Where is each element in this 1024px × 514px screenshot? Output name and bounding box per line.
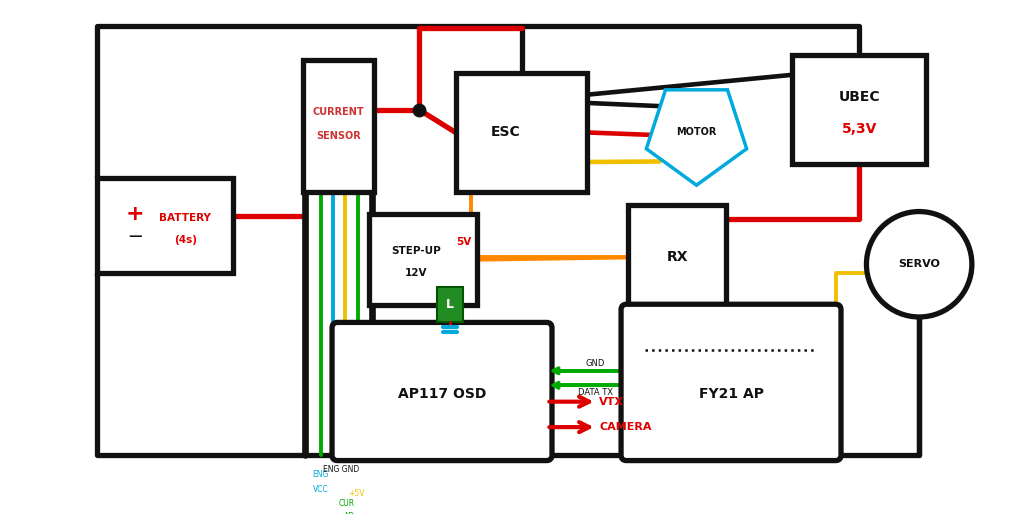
FancyBboxPatch shape bbox=[622, 304, 841, 461]
Text: +: + bbox=[126, 204, 144, 224]
Text: FY21 AP: FY21 AP bbox=[698, 387, 764, 401]
Circle shape bbox=[866, 212, 972, 317]
Text: SENSOR: SENSOR bbox=[316, 131, 360, 141]
Text: VTX: VTX bbox=[599, 397, 625, 407]
Text: BATTERY: BATTERY bbox=[160, 213, 211, 223]
Text: RX: RX bbox=[667, 250, 688, 264]
Text: DATA TX: DATA TX bbox=[579, 388, 613, 397]
Bar bbox=[96, 178, 233, 273]
Bar bbox=[792, 55, 927, 164]
Text: L: L bbox=[446, 298, 455, 311]
Text: CURRENT: CURRENT bbox=[312, 107, 365, 118]
Bar bbox=[370, 214, 476, 305]
Text: (4s): (4s) bbox=[174, 235, 197, 245]
Text: UBEC: UBEC bbox=[839, 89, 880, 104]
Text: SERVO: SERVO bbox=[898, 259, 940, 269]
Text: 12V: 12V bbox=[406, 268, 428, 279]
Bar bbox=[437, 287, 463, 322]
Text: GND: GND bbox=[586, 359, 605, 368]
FancyBboxPatch shape bbox=[332, 322, 552, 461]
Text: ENG: ENG bbox=[312, 470, 329, 479]
Text: ESC: ESC bbox=[490, 125, 520, 139]
Text: ─: ─ bbox=[129, 228, 140, 247]
Text: VCC: VCC bbox=[313, 485, 329, 494]
Text: 5V: 5V bbox=[456, 236, 471, 247]
Bar bbox=[629, 205, 726, 310]
Polygon shape bbox=[646, 90, 746, 185]
Text: STEP-UP: STEP-UP bbox=[391, 246, 441, 255]
Text: AD: AD bbox=[343, 512, 354, 514]
Text: CAMERA: CAMERA bbox=[599, 422, 651, 432]
Text: ENG GND: ENG GND bbox=[323, 465, 358, 474]
Text: CUR: CUR bbox=[339, 499, 354, 508]
Text: 5,3V: 5,3V bbox=[842, 122, 877, 136]
Bar bbox=[456, 74, 588, 192]
Text: MOTOR: MOTOR bbox=[676, 127, 717, 137]
Text: +5V: +5V bbox=[348, 489, 365, 498]
Bar bbox=[303, 60, 374, 192]
Text: AP117 OSD: AP117 OSD bbox=[398, 387, 486, 401]
